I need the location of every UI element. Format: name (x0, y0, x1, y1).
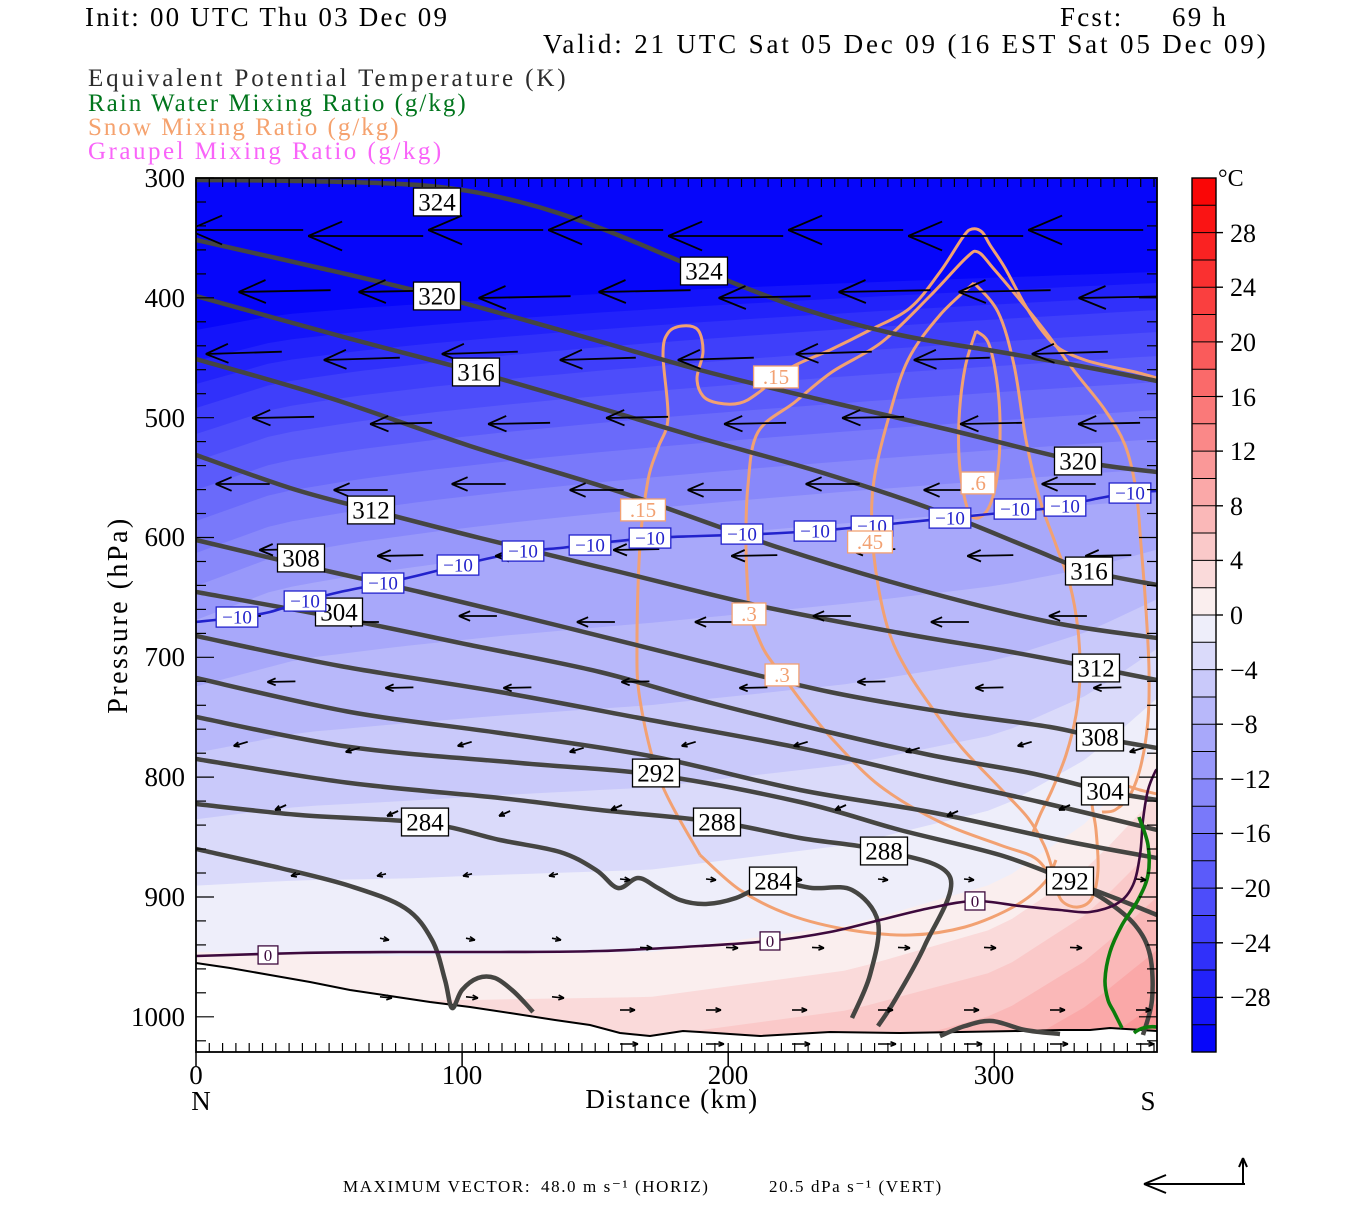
svg-text:Fcst:: Fcst: (1060, 2, 1124, 32)
svg-text:−10: −10 (508, 542, 538, 563)
svg-text:69 h: 69 h (1172, 2, 1228, 32)
svg-text:−10: −10 (290, 592, 320, 613)
svg-text:48.0 m s⁻¹ (HORIZ): 48.0 m s⁻¹ (HORIZ) (541, 1177, 709, 1196)
svg-text:284: 284 (406, 810, 444, 837)
svg-text:100: 100 (442, 1060, 483, 1090)
svg-text:300: 300 (974, 1060, 1015, 1090)
svg-text:Init: 00 UTC Thu 03 Dec 09: Init: 00 UTC Thu 03 Dec 09 (85, 2, 449, 32)
svg-text:−10: −10 (635, 529, 665, 550)
svg-text:MAXIMUM VECTOR:: MAXIMUM VECTOR: (343, 1177, 531, 1196)
svg-text:−10: −10 (1115, 484, 1145, 505)
svg-text:324: 324 (685, 259, 723, 286)
svg-text:−16: −16 (1230, 819, 1271, 848)
svg-text:−10: −10 (222, 608, 252, 629)
svg-text:800: 800 (145, 762, 186, 792)
svg-text:0: 0 (1230, 601, 1243, 630)
svg-text:−10: −10 (800, 522, 830, 543)
svg-text:288: 288 (865, 839, 903, 866)
svg-text:Valid: 21 UTC Sat 05 Dec 09 (1: Valid: 21 UTC Sat 05 Dec 09 (16 EST Sat … (543, 29, 1268, 59)
svg-text:500: 500 (145, 403, 186, 433)
svg-text:−10: −10 (1000, 500, 1030, 521)
svg-text:−20: −20 (1230, 874, 1271, 903)
svg-text:N: N (191, 1086, 211, 1116)
svg-text:16: 16 (1230, 383, 1256, 412)
svg-text:300: 300 (145, 163, 186, 193)
svg-text:−10: −10 (575, 536, 605, 557)
svg-text:316: 316 (457, 360, 495, 387)
svg-text:320: 320 (1059, 449, 1097, 476)
svg-text:20: 20 (1230, 328, 1256, 357)
svg-text:1000: 1000 (131, 1002, 185, 1032)
svg-text:312: 312 (352, 498, 390, 525)
svg-text:0: 0 (264, 946, 273, 965)
svg-text:288: 288 (698, 810, 736, 837)
svg-text:S: S (1140, 1086, 1155, 1116)
svg-text:0: 0 (766, 932, 775, 951)
svg-text:292: 292 (637, 761, 675, 788)
svg-text:4: 4 (1230, 546, 1243, 575)
svg-text:20.5 dPa s⁻¹ (VERT): 20.5 dPa s⁻¹ (VERT) (769, 1177, 943, 1196)
svg-text:−10: −10 (1050, 497, 1080, 518)
svg-text:28: 28 (1230, 219, 1256, 248)
svg-text:.15: .15 (630, 498, 656, 522)
svg-text:−12: −12 (1230, 765, 1271, 794)
svg-text:8: 8 (1230, 492, 1243, 521)
svg-text:320: 320 (418, 284, 456, 311)
svg-text:Rain Water Mixing Ratio (g/kg): Rain Water Mixing Ratio (g/kg) (88, 90, 468, 117)
svg-text:900: 900 (145, 882, 186, 912)
svg-text:Pressure (hPa): Pressure (hPa) (103, 516, 134, 714)
svg-text:°C: °C (1218, 166, 1244, 192)
svg-text:292: 292 (1051, 869, 1089, 896)
svg-text:−24: −24 (1230, 929, 1271, 958)
svg-text:−4: −4 (1230, 656, 1258, 685)
svg-text:304: 304 (1086, 779, 1124, 806)
svg-text:Graupel Mixing Ratio (g/kg): Graupel Mixing Ratio (g/kg) (88, 138, 444, 165)
svg-text:Snow Mixing Ratio (g/kg): Snow Mixing Ratio (g/kg) (88, 114, 401, 141)
svg-text:−8: −8 (1230, 710, 1258, 739)
svg-text:−10: −10 (368, 574, 398, 595)
svg-text:Equivalent Potential Temperatu: Equivalent Potential Temperature (K) (88, 65, 569, 92)
svg-text:−10: −10 (935, 509, 965, 530)
svg-text:.6: .6 (970, 471, 986, 495)
svg-text:308: 308 (1081, 725, 1119, 752)
svg-text:324: 324 (418, 190, 456, 217)
svg-text:12: 12 (1230, 437, 1256, 466)
svg-text:400: 400 (145, 283, 186, 313)
svg-text:0: 0 (971, 892, 980, 911)
svg-text:.3: .3 (741, 602, 757, 626)
svg-text:−10: −10 (443, 556, 473, 577)
svg-text:.15: .15 (763, 365, 789, 389)
svg-text:.45: .45 (857, 530, 883, 554)
svg-text:−10: −10 (727, 525, 757, 546)
svg-text:24: 24 (1230, 273, 1256, 302)
svg-text:312: 312 (1077, 656, 1115, 683)
svg-text:308: 308 (282, 546, 320, 573)
svg-text:700: 700 (145, 642, 186, 672)
svg-text:−28: −28 (1230, 983, 1271, 1012)
svg-text:Distance (km): Distance (km) (585, 1084, 758, 1114)
svg-text:316: 316 (1070, 559, 1108, 586)
svg-text:.3: .3 (774, 663, 790, 687)
svg-text:284: 284 (754, 869, 792, 896)
svg-text:600: 600 (145, 522, 186, 552)
